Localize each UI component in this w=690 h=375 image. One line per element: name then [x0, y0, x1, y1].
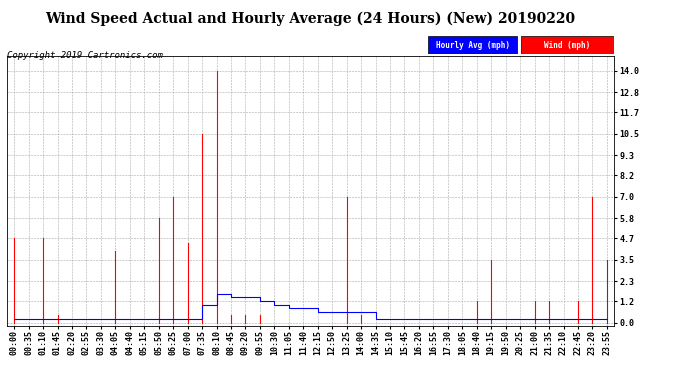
FancyBboxPatch shape [428, 36, 518, 54]
Text: Wind (mph): Wind (mph) [544, 40, 591, 50]
Text: Copyright 2019 Cartronics.com: Copyright 2019 Cartronics.com [7, 51, 163, 60]
Text: Hourly Avg (mph): Hourly Avg (mph) [435, 40, 509, 50]
Text: Wind Speed Actual and Hourly Average (24 Hours) (New) 20190220: Wind Speed Actual and Hourly Average (24… [46, 11, 575, 26]
FancyBboxPatch shape [521, 36, 614, 54]
